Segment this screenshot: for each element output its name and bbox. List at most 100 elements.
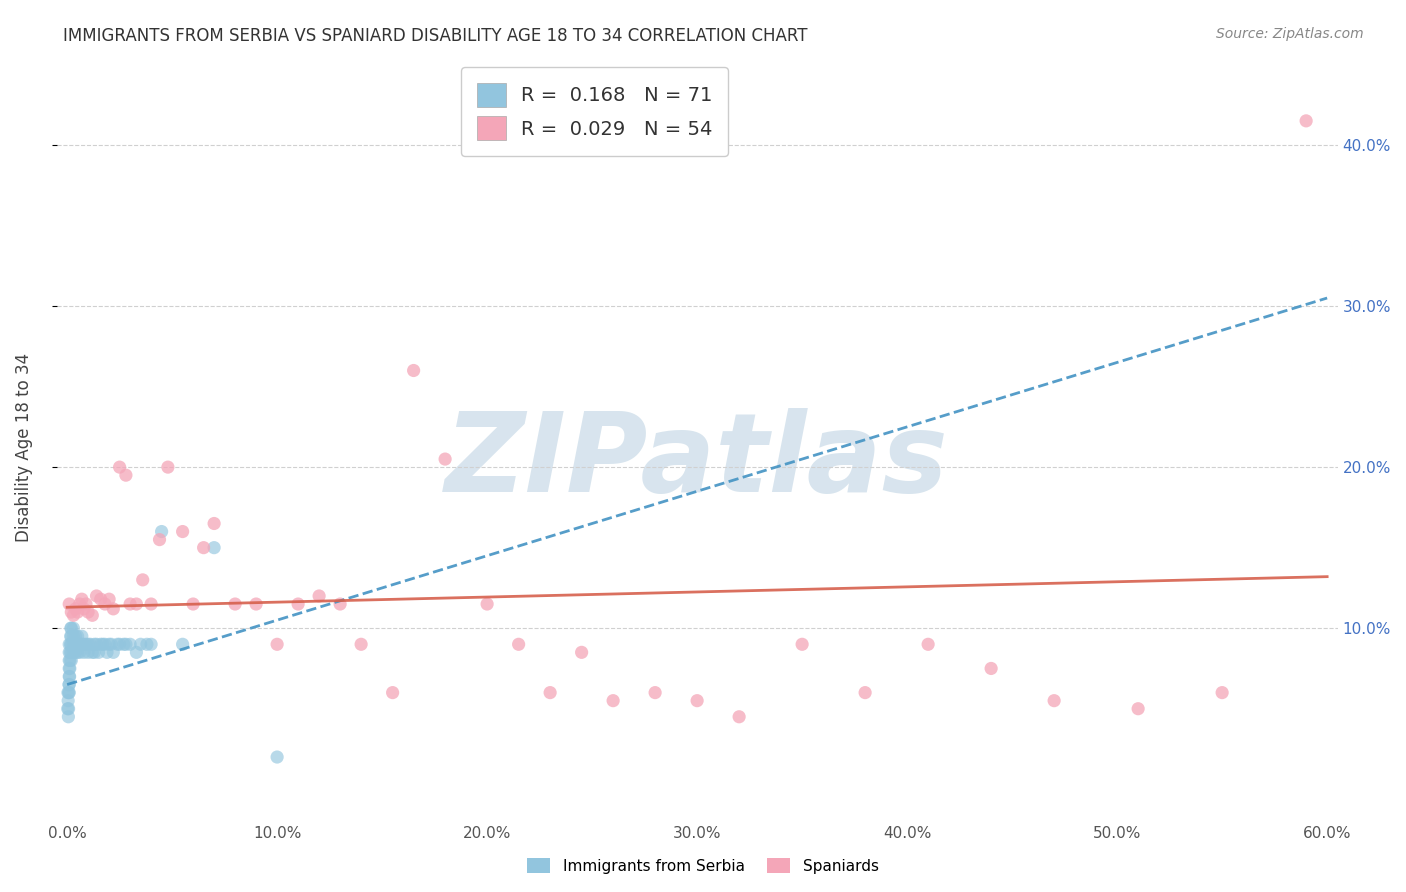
- Point: [571, 645, 593, 659]
- Point: [73, 645, 96, 659]
- Point: [86, 589, 108, 603]
- Point: [60, 629, 83, 643]
- Point: [181, 597, 204, 611]
- Point: [59, 653, 82, 667]
- Point: [73, 637, 96, 651]
- Point: [60, 645, 83, 659]
- Point: [60, 605, 83, 619]
- Point: [65, 629, 87, 643]
- Point: [120, 637, 142, 651]
- Point: [644, 685, 666, 699]
- Point: [266, 750, 288, 764]
- Legend: Immigrants from Serbia, Spaniards: Immigrants from Serbia, Spaniards: [522, 852, 884, 880]
- Point: [62, 621, 84, 635]
- Point: [139, 597, 162, 611]
- Point: [538, 685, 561, 699]
- Point: [62, 629, 84, 643]
- Point: [56, 693, 79, 707]
- Point: [82, 645, 104, 659]
- Point: [224, 597, 246, 611]
- Point: [172, 524, 194, 539]
- Point: [853, 685, 876, 699]
- Point: [59, 629, 82, 643]
- Point: [66, 637, 89, 651]
- Point: [132, 573, 155, 587]
- Point: [115, 468, 138, 483]
- Point: [65, 645, 87, 659]
- Point: [70, 592, 93, 607]
- Point: [94, 637, 117, 651]
- Point: [172, 637, 194, 651]
- Point: [59, 669, 82, 683]
- Point: [83, 645, 105, 659]
- Point: [60, 637, 83, 651]
- Point: [70, 629, 93, 643]
- Point: [148, 533, 170, 547]
- Point: [103, 602, 125, 616]
- Point: [980, 661, 1002, 675]
- Point: [96, 645, 118, 659]
- Point: [156, 460, 179, 475]
- Point: [75, 637, 97, 651]
- Point: [58, 702, 80, 716]
- Point: [98, 637, 121, 651]
- Point: [112, 637, 135, 651]
- Point: [59, 637, 82, 651]
- Point: [58, 597, 80, 611]
- Point: [108, 460, 131, 475]
- Point: [402, 363, 425, 377]
- Y-axis label: Disability Age 18 to 34: Disability Age 18 to 34: [15, 352, 32, 541]
- Point: [139, 637, 162, 651]
- Point: [75, 597, 97, 611]
- Point: [58, 677, 80, 691]
- Point: [58, 710, 80, 724]
- Point: [83, 637, 105, 651]
- Point: [65, 602, 87, 616]
- Point: [69, 637, 91, 651]
- Point: [65, 637, 87, 651]
- Point: [193, 541, 215, 555]
- Point: [115, 637, 138, 651]
- Point: [87, 645, 110, 659]
- Point: [58, 653, 80, 667]
- Point: [266, 637, 288, 651]
- Point: [58, 637, 80, 651]
- Point: [245, 597, 267, 611]
- Point: [69, 645, 91, 659]
- Point: [79, 637, 101, 651]
- Point: [62, 608, 84, 623]
- Point: [58, 677, 80, 691]
- Point: [59, 661, 82, 675]
- Point: [108, 637, 131, 651]
- Point: [60, 621, 83, 635]
- Point: [202, 541, 225, 555]
- Point: [58, 669, 80, 683]
- Point: [56, 685, 79, 699]
- Point: [62, 645, 84, 659]
- Text: Source: ZipAtlas.com: Source: ZipAtlas.com: [1216, 27, 1364, 41]
- Point: [792, 637, 814, 651]
- Point: [508, 637, 530, 651]
- Point: [287, 597, 309, 611]
- Text: IMMIGRANTS FROM SERBIA VS SPANIARD DISABILITY AGE 18 TO 34 CORRELATION CHART: IMMIGRANTS FROM SERBIA VS SPANIARD DISAB…: [63, 27, 808, 45]
- Point: [125, 597, 148, 611]
- Point: [60, 653, 83, 667]
- Point: [58, 661, 80, 675]
- Point: [150, 524, 173, 539]
- Point: [73, 602, 96, 616]
- Point: [66, 645, 89, 659]
- Point: [100, 637, 122, 651]
- Point: [82, 608, 104, 623]
- Point: [98, 592, 121, 607]
- Point: [90, 592, 112, 607]
- Point: [202, 516, 225, 531]
- Point: [94, 597, 117, 611]
- Point: [475, 597, 498, 611]
- Point: [56, 702, 79, 716]
- Point: [135, 637, 157, 651]
- Point: [70, 637, 93, 651]
- Point: [1211, 685, 1233, 699]
- Point: [90, 637, 112, 651]
- Point: [434, 452, 457, 467]
- Text: ZIPatlas: ZIPatlas: [446, 409, 949, 516]
